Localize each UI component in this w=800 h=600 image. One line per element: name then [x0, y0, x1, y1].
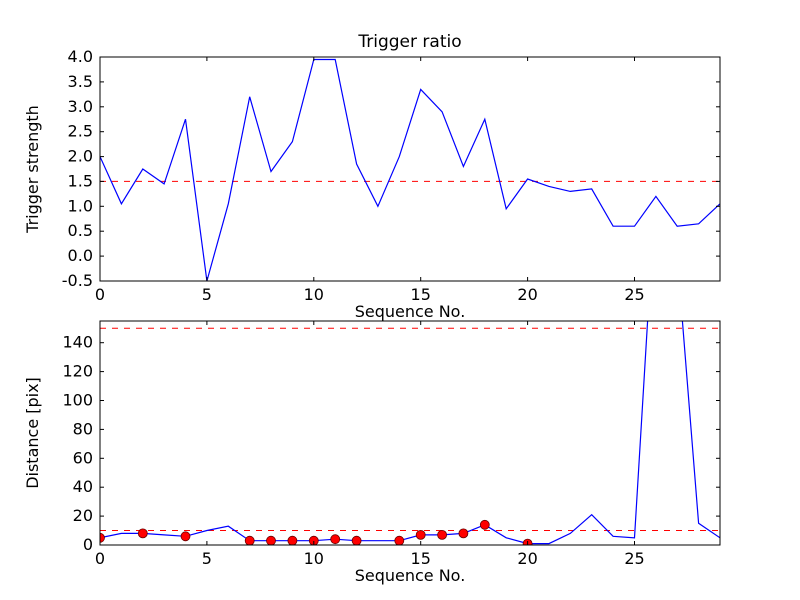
y-tick-label: 0 [83, 535, 93, 554]
y-tick-label: 2.5 [68, 122, 93, 141]
data-series-line [100, 58, 720, 281]
plot-area [100, 321, 720, 545]
trigger-marker [100, 532, 105, 543]
trigger-marker [437, 530, 448, 540]
chart-title: Trigger ratio [357, 32, 461, 52]
trigger-marker [266, 535, 276, 545]
x-tick-label: 25 [624, 549, 644, 568]
x-tick-label: 10 [304, 285, 324, 304]
y-tick-label: 1.0 [68, 196, 93, 215]
y-tick-label: 40 [73, 477, 93, 496]
y-axis-label: Trigger strength [23, 105, 42, 234]
y-tick-label: 80 [73, 419, 93, 438]
trigger-marker [180, 531, 191, 542]
y-tick-label: 120 [62, 362, 93, 381]
y-tick-label: 140 [62, 333, 93, 352]
y-tick-label: 0.5 [68, 221, 93, 240]
x-tick-label: 10 [304, 549, 324, 568]
x-tick-label: 15 [411, 549, 431, 568]
y-tick-label: 20 [73, 506, 93, 525]
x-tick-label: 0 [95, 285, 105, 304]
x-tick-label: 0 [95, 549, 105, 568]
x-tick-label: 25 [624, 285, 644, 304]
trigger-marker [351, 535, 362, 545]
y-tick-label: 100 [62, 391, 93, 410]
y-tick-label: 3.5 [68, 72, 93, 91]
y-tick-label: 3.0 [68, 97, 93, 116]
trigger-marker [415, 530, 426, 540]
x-axis-label: Sequence No. [355, 302, 466, 321]
trigger-marker [330, 534, 341, 545]
data-series-line [100, 321, 720, 545]
trigger-marker [244, 535, 255, 545]
x-tick-label: 5 [202, 549, 212, 568]
trigger-marker [287, 535, 298, 545]
x-tick-label: 5 [202, 285, 212, 304]
x-tick-label: 20 [517, 285, 537, 304]
x-tick-label: 15 [411, 285, 431, 304]
plot-area [100, 58, 720, 281]
trigger-marker [137, 528, 148, 539]
y-tick-label: 2.0 [68, 147, 93, 166]
trigger-marker [308, 535, 319, 545]
axes-frame [99, 56, 721, 282]
y-tick-label: -0.5 [62, 271, 93, 290]
y-tick-label: 4.0 [68, 47, 93, 66]
trigger-marker [458, 528, 469, 539]
trigger-marker [479, 519, 490, 530]
trigger-ratio-chart: 0 5 10 15 20 25 -0.5 0.0 0.5 1.0 1.5 2.0 2.5 3.0 3.5 4.… [23, 32, 721, 321]
y-axis-label: Distance [pix] [23, 377, 42, 489]
x-tick-label: 20 [517, 549, 537, 568]
axes-frame [99, 320, 721, 546]
trigger-marker [394, 535, 405, 545]
x-axis-label: Sequence No. [355, 566, 466, 585]
y-tick-label: 60 [73, 448, 93, 467]
distance-chart: 0 5 10 15 20 25 0 20 40 60 80 100 120 140 Sequence No.… [23, 320, 721, 585]
y-tick-label: 1.5 [68, 171, 93, 190]
y-tick-label: 0.0 [68, 246, 93, 265]
